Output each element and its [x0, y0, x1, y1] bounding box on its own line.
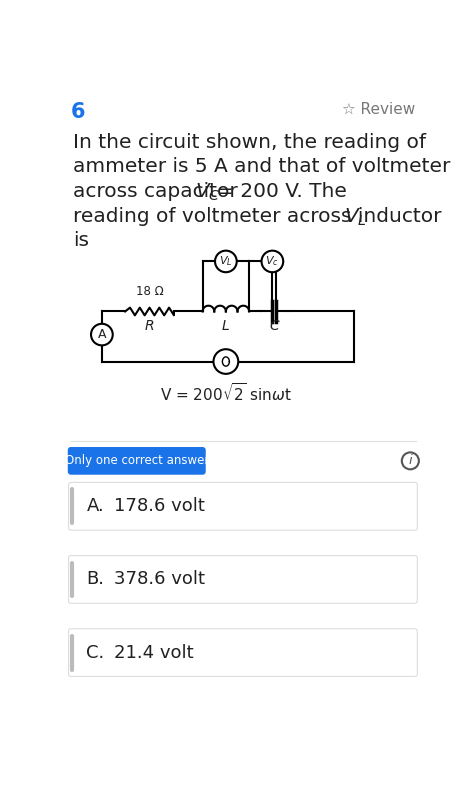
Text: $V_L$: $V_L$	[345, 207, 367, 228]
Text: A: A	[98, 328, 106, 341]
Text: B.: B.	[86, 570, 104, 588]
Circle shape	[215, 251, 237, 272]
Text: C.: C.	[86, 643, 105, 662]
Circle shape	[262, 251, 283, 272]
Text: 18 Ω: 18 Ω	[136, 284, 164, 297]
Text: 6: 6	[71, 102, 85, 122]
Text: Only one correct answer: Only one correct answer	[64, 455, 209, 467]
Text: $V_L$: $V_L$	[219, 255, 233, 268]
Text: 178.6 volt: 178.6 volt	[113, 497, 204, 515]
FancyBboxPatch shape	[69, 483, 417, 531]
Text: In the circuit shown, the reading of: In the circuit shown, the reading of	[73, 133, 426, 152]
Text: reading of voltmeter across inductor: reading of voltmeter across inductor	[73, 207, 448, 226]
Circle shape	[213, 349, 238, 374]
Text: ammeter is 5 A and that of voltmeter: ammeter is 5 A and that of voltmeter	[73, 157, 451, 177]
Circle shape	[91, 324, 113, 345]
FancyBboxPatch shape	[68, 447, 206, 475]
Text: across capacitor: across capacitor	[73, 182, 244, 201]
Text: 21.4 volt: 21.4 volt	[113, 643, 193, 662]
Text: R: R	[145, 319, 155, 333]
FancyBboxPatch shape	[69, 555, 417, 603]
Text: $V_C$: $V_C$	[195, 182, 220, 204]
Text: A.: A.	[86, 497, 104, 515]
Text: $V_c$: $V_c$	[265, 255, 279, 268]
Text: is: is	[73, 232, 89, 250]
Text: 378.6 volt: 378.6 volt	[113, 570, 204, 588]
Text: L: L	[222, 319, 230, 333]
Text: = 200 V. The: = 200 V. The	[218, 182, 347, 201]
Text: ☆ Review: ☆ Review	[343, 102, 416, 117]
Text: V = 200$\sqrt{2}$ sin$\omega$t: V = 200$\sqrt{2}$ sin$\omega$t	[160, 382, 292, 403]
Text: C: C	[269, 319, 279, 333]
FancyBboxPatch shape	[69, 629, 417, 677]
Text: i: i	[409, 455, 412, 467]
